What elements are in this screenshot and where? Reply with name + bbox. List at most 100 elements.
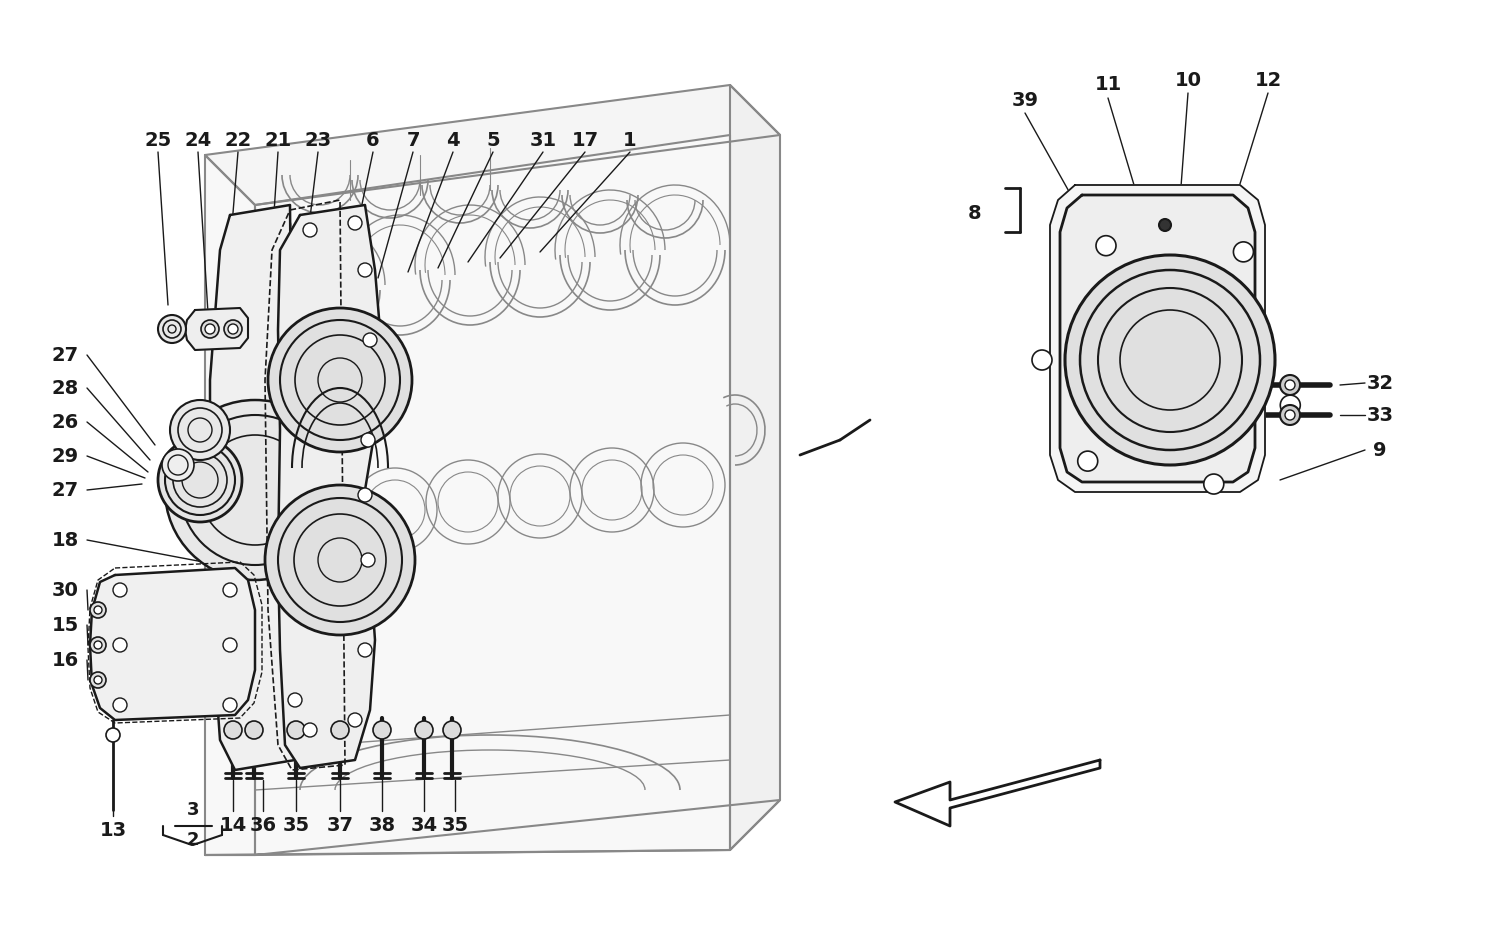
Circle shape: [1160, 219, 1172, 231]
Text: 26: 26: [51, 412, 78, 431]
Circle shape: [1286, 410, 1294, 420]
Text: 19: 19: [285, 616, 312, 635]
Text: 36: 36: [249, 815, 276, 834]
Text: 11: 11: [1095, 76, 1122, 95]
Text: 28: 28: [51, 378, 78, 397]
Circle shape: [266, 485, 416, 635]
Text: 33: 33: [1366, 406, 1394, 425]
Text: 25: 25: [144, 131, 171, 149]
Polygon shape: [1050, 185, 1264, 492]
Circle shape: [90, 672, 106, 688]
Circle shape: [279, 274, 291, 286]
Circle shape: [363, 333, 376, 347]
Text: 18: 18: [51, 531, 78, 550]
Circle shape: [362, 553, 375, 567]
Text: 15: 15: [51, 616, 78, 635]
Text: 22: 22: [225, 131, 252, 149]
Text: 14: 14: [219, 815, 246, 834]
Circle shape: [94, 676, 102, 684]
Text: 16: 16: [51, 651, 78, 670]
Circle shape: [279, 454, 291, 466]
Circle shape: [1204, 474, 1224, 494]
Circle shape: [170, 400, 230, 460]
Circle shape: [201, 320, 219, 338]
Text: 35: 35: [282, 815, 309, 834]
Circle shape: [279, 219, 291, 231]
Text: 4: 4: [446, 131, 460, 149]
Circle shape: [1233, 242, 1254, 262]
Text: 2: 2: [186, 831, 200, 849]
Text: 31: 31: [530, 131, 556, 149]
Circle shape: [279, 394, 291, 406]
Circle shape: [303, 223, 316, 237]
Polygon shape: [255, 135, 730, 855]
Circle shape: [362, 433, 375, 447]
Text: 38: 38: [369, 815, 396, 834]
Circle shape: [288, 693, 302, 707]
Circle shape: [90, 602, 106, 618]
Circle shape: [1280, 375, 1300, 395]
Polygon shape: [206, 155, 255, 855]
Text: 23: 23: [304, 131, 332, 149]
Polygon shape: [210, 205, 296, 770]
Text: 13: 13: [99, 820, 126, 839]
Circle shape: [268, 308, 413, 452]
Polygon shape: [90, 568, 255, 720]
Polygon shape: [1060, 195, 1256, 482]
Text: 39: 39: [1011, 91, 1038, 110]
Polygon shape: [206, 800, 780, 855]
Circle shape: [224, 721, 242, 739]
Circle shape: [224, 638, 237, 652]
Text: 24: 24: [184, 131, 211, 149]
Circle shape: [165, 400, 345, 580]
Circle shape: [224, 583, 237, 597]
Circle shape: [106, 728, 120, 742]
Circle shape: [358, 643, 372, 657]
Circle shape: [358, 488, 372, 502]
Text: 20: 20: [285, 581, 312, 600]
Text: 9: 9: [1374, 441, 1386, 460]
Text: 30: 30: [51, 581, 78, 600]
Text: 17: 17: [572, 131, 598, 149]
Circle shape: [279, 334, 291, 346]
Circle shape: [442, 721, 460, 739]
Circle shape: [1065, 255, 1275, 465]
Circle shape: [374, 721, 392, 739]
Circle shape: [348, 713, 361, 727]
Circle shape: [94, 606, 102, 614]
Circle shape: [224, 320, 242, 338]
Text: 10: 10: [1174, 71, 1202, 90]
Circle shape: [112, 698, 128, 712]
Circle shape: [303, 723, 316, 737]
Circle shape: [228, 324, 238, 334]
Circle shape: [332, 721, 350, 739]
Text: 7: 7: [406, 131, 420, 149]
Text: 37: 37: [327, 815, 354, 834]
Circle shape: [348, 216, 361, 230]
Circle shape: [158, 315, 186, 343]
Circle shape: [90, 637, 106, 653]
Text: 35: 35: [441, 815, 468, 834]
Text: 21: 21: [264, 131, 291, 149]
Circle shape: [1077, 451, 1098, 471]
Circle shape: [416, 721, 434, 739]
Text: 3: 3: [186, 801, 200, 819]
Circle shape: [1032, 350, 1052, 370]
Text: 1: 1: [622, 131, 638, 149]
Text: 34: 34: [411, 815, 438, 834]
Circle shape: [358, 263, 372, 277]
Polygon shape: [278, 205, 380, 768]
Text: 32: 32: [1366, 374, 1394, 393]
Text: 27: 27: [51, 345, 78, 364]
Circle shape: [1280, 405, 1300, 425]
Text: 6: 6: [366, 131, 380, 149]
Text: 5: 5: [486, 131, 500, 149]
Circle shape: [224, 698, 237, 712]
Polygon shape: [206, 85, 780, 205]
Circle shape: [286, 721, 304, 739]
Circle shape: [1281, 395, 1300, 415]
Circle shape: [94, 641, 102, 649]
Text: 12: 12: [1254, 71, 1281, 90]
Text: 27: 27: [51, 481, 78, 499]
Circle shape: [1096, 236, 1116, 255]
